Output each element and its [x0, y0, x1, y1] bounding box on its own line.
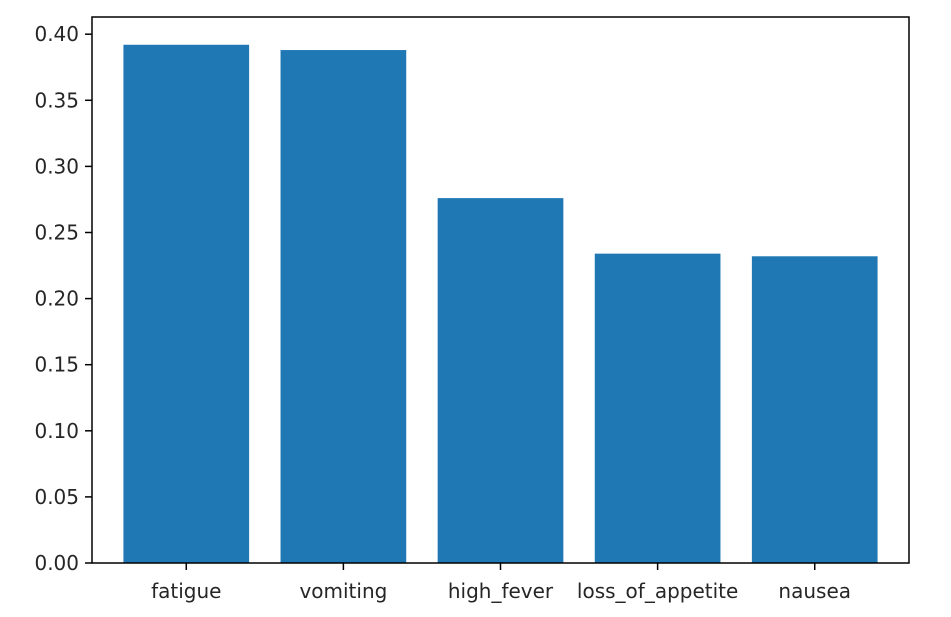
plot-frame — [91, 16, 910, 564]
y-tick-label: 0.25 — [34, 220, 79, 244]
bar-high-fever — [437, 198, 564, 563]
y-tick-label: 0.30 — [34, 154, 79, 178]
bar-loss-of-appetite — [594, 253, 721, 563]
x-tick-label: nausea — [778, 579, 851, 603]
y-tick-label: 0.15 — [34, 353, 79, 377]
y-tick-label: 0.05 — [34, 485, 79, 509]
x-tick-label: high_fever — [448, 579, 554, 603]
y-axis: 0.00 0.05 0.10 0.15 0.20 0.25 0.30 0.35 0.40 — [34, 22, 92, 575]
y-tick-label: 0.10 — [34, 419, 79, 443]
y-tick-label: 0.35 — [34, 88, 79, 112]
bar-fatigue — [123, 44, 250, 564]
bars-group — [123, 44, 878, 564]
x-axis: fatigue vomiting high_fever loss_of_appetit… — [151, 563, 851, 603]
y-tick-label: 0.20 — [34, 287, 79, 311]
y-tick-label: 0.00 — [34, 551, 79, 575]
x-tick-label: loss_of_appetite — [577, 579, 738, 603]
x-tick-label: vomiting — [299, 579, 387, 603]
y-tick-label: 0.40 — [34, 22, 79, 46]
bar-nausea — [751, 256, 878, 563]
bar-vomiting — [280, 50, 407, 564]
x-tick-label: fatigue — [151, 579, 221, 603]
